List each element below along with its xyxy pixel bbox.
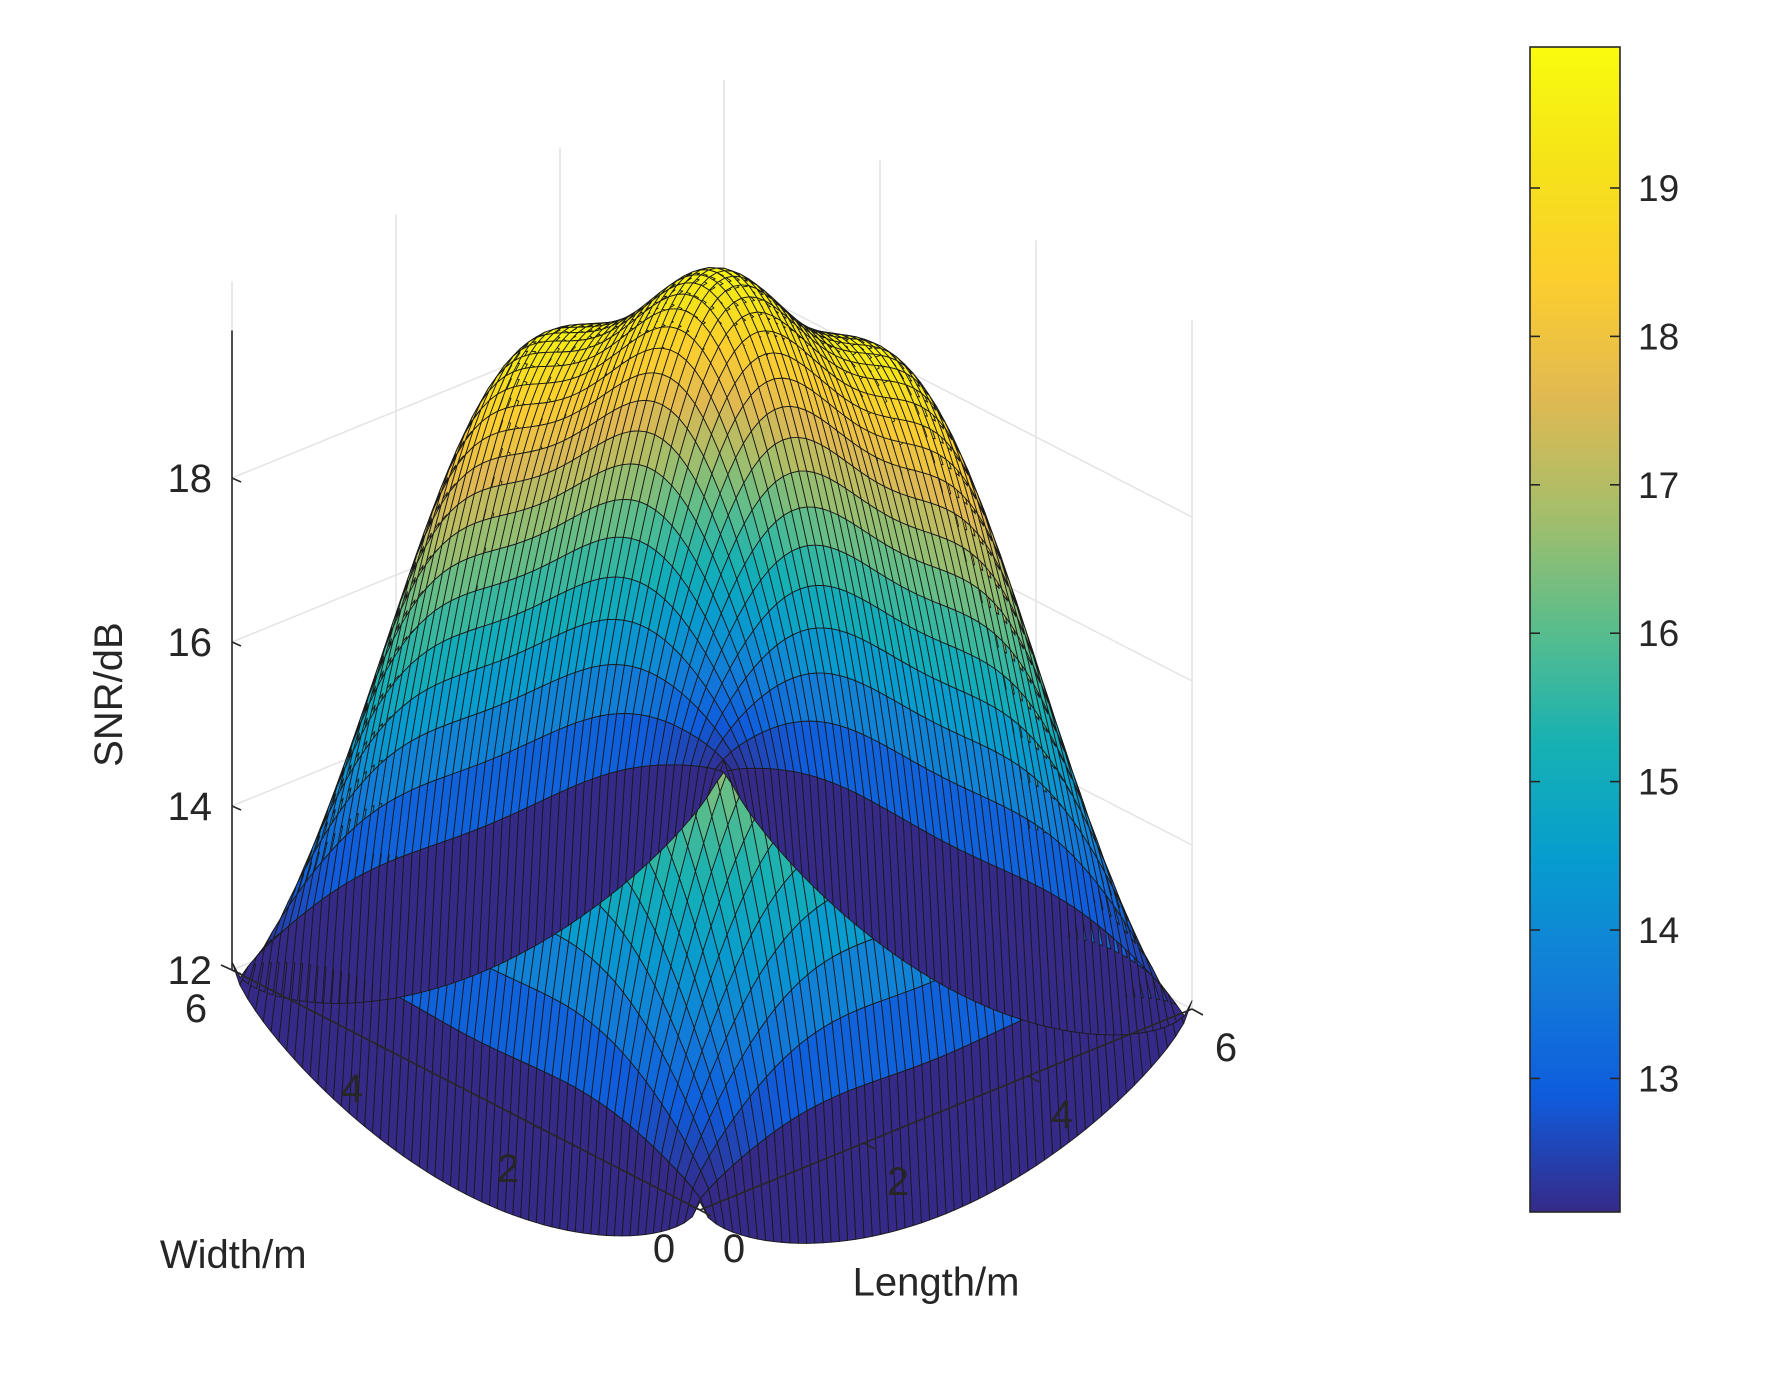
axes: 12 14 16 18 0 2 4 6 0 2 4 6 [168,330,1237,1271]
right-wall-grid-line [723,276,1193,518]
y-tick-mark [688,1204,701,1211]
z-axis-label: SNR/dB [87,622,131,767]
z-tick-mark [231,969,242,975]
colorbar-tick-label: 15 [1638,762,1679,803]
colorbar-tick-label: 13 [1638,1058,1679,1099]
y-tick-label: 0 [653,1227,675,1271]
colorbar-tick-label: 19 [1638,168,1679,209]
y-tick-mark [532,1124,545,1131]
surface-facet [231,961,249,986]
x-tick-label: 0 [723,1227,745,1271]
x-tick-label: 2 [887,1160,909,1204]
colorbar: 13 14 15 16 17 18 19 [1529,46,1679,1213]
x-tick-mark [1027,1075,1040,1083]
colorbar-gradient [1529,46,1621,1213]
colorbar-tick-label: 16 [1638,613,1679,654]
x-axis-label: Length/m [853,1261,1020,1305]
x-tick-label: 4 [1051,1093,1073,1137]
z-tick-mark [231,641,242,647]
y-tick-label: 4 [341,1067,363,1111]
surface-mesh [231,267,1193,1244]
y-tick-label: 2 [497,1147,519,1191]
y-tick-mark [376,1044,389,1051]
y-tick-label: 6 [185,987,207,1031]
y-axis-line [231,969,701,1211]
y-axis-label: Width/m [160,1233,307,1277]
z-tick-label: 12 [168,949,213,993]
x-tick-mark [863,1142,876,1150]
z-tick-label: 18 [168,457,213,501]
y-tick-mark [220,964,233,971]
z-tick-mark [231,805,242,811]
x-tick-mark [699,1209,712,1217]
colorbar-tick-label: 17 [1638,465,1679,506]
z-tick-mark [231,477,242,483]
x-tick-mark [1191,1008,1204,1016]
axis-labels: SNR/dB Width/m Length/m [87,622,1019,1304]
z-tick-label: 14 [168,785,213,829]
colorbar-tick-label: 18 [1638,316,1679,357]
z-tick-label: 16 [168,621,213,665]
x-tick-label: 6 [1215,1026,1237,1070]
colorbar-tick-label: 14 [1638,910,1679,951]
x-axis-line [699,1008,1193,1211]
